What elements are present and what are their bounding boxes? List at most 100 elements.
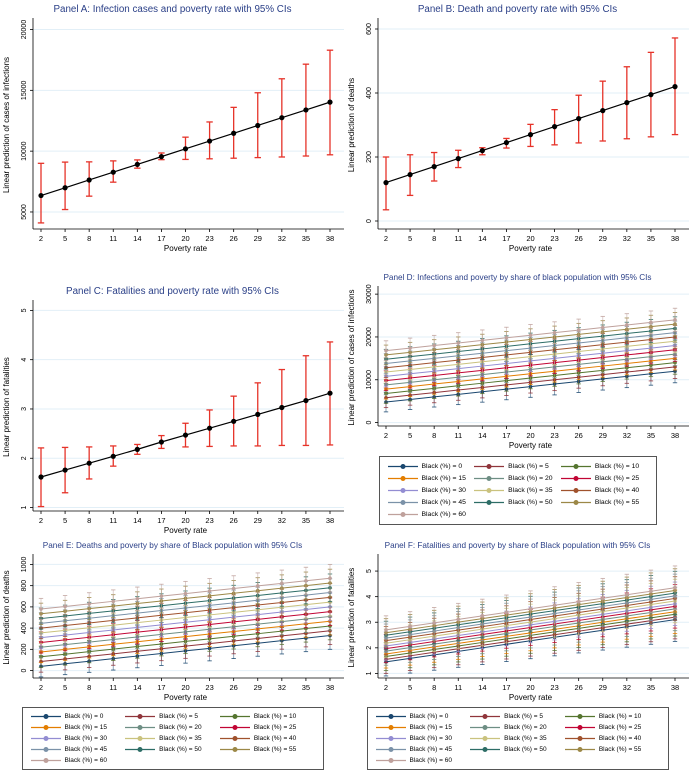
y-tick-label: 30000 [366, 284, 373, 304]
data-point [480, 614, 485, 618]
data-point [383, 180, 389, 186]
series-line-icon [470, 714, 501, 719]
chart-svg: 0 200 400 600 800 1000 2 5 8 11 14 17 20 23 26 29 32 35 38… [2, 554, 344, 702]
x-tick-label: 2 [384, 431, 388, 440]
x-tick-label: 11 [454, 431, 462, 440]
panel-d-title: Panel D: Infections and poverty by share… [383, 273, 652, 282]
series-line-icon [470, 747, 501, 752]
legend-label: Black (%) = 40 [253, 735, 297, 742]
series-line-icon [564, 736, 595, 741]
legend-item: Black (%) = 20 [125, 723, 220, 732]
x-tick-label: 20 [526, 431, 534, 440]
series-line-icon [30, 725, 61, 730]
data-point [86, 177, 92, 183]
legend-item: Black (%) = 35 [125, 734, 220, 743]
legend-item: Black (%) = 0 [30, 712, 126, 721]
x-tick-label: 23 [205, 234, 213, 243]
series-line-icon [125, 714, 156, 719]
panel-a: Panel A: Infection cases and poverty rat… [0, 0, 345, 256]
panel-c-chart: 1 2 3 4 5 2 5 8 11 14 17 20 23 26 29 32 35 38 Poverty rate… [0, 298, 345, 537]
legend-item: Black (%) = 45 [30, 745, 126, 754]
panel-d: Panel D: Infections and poverty by share… [345, 256, 690, 538]
x-tick-label: 2 [39, 516, 43, 525]
x-tick-label: 23 [550, 683, 558, 692]
legend-item: Black (%) = 55 [560, 498, 648, 507]
data-point [280, 581, 284, 586]
legend-label: Black (%) = 45 [64, 746, 107, 753]
data-point [255, 122, 261, 129]
x-axis-label: Poverty rate [164, 526, 208, 535]
y-tick-label: 0 [21, 669, 28, 673]
legend-label: Black (%) = 0 [64, 713, 104, 720]
data-point [576, 599, 581, 604]
data-point [327, 99, 333, 105]
data-point [304, 578, 308, 583]
x-tick-label: 26 [574, 431, 582, 440]
x-tick-label: 38 [671, 431, 679, 440]
x-tick-label: 35 [647, 431, 655, 440]
legend-item: Black (%) = 0 [387, 462, 475, 471]
legend-label: Black (%) = 60 [64, 757, 107, 764]
x-tick-label: 20 [526, 683, 534, 692]
legend-label: Black (%) = 20 [159, 724, 202, 731]
chart-svg: 0 200 400 600 2 5 8 11 14 17 20 23 26 29 32 35 38 Poverty… [347, 18, 689, 253]
x-tick-label: 26 [574, 683, 582, 692]
y-tick-label: 4 [21, 358, 28, 362]
data-point [86, 460, 92, 466]
legend-label: Black (%) = 25 [253, 724, 297, 731]
panel-f: Panel F: Fatalities and poverty by share… [345, 538, 690, 776]
y-tick-label: 2 [366, 646, 373, 650]
x-tick-label: 29 [599, 683, 607, 692]
legend-item: Black (%) = 0 [375, 712, 471, 721]
legend-item: Black (%) = 25 [219, 723, 315, 732]
data-point [479, 148, 485, 154]
legend-item: Black (%) = 20 [474, 474, 561, 483]
x-tick-label: 32 [278, 516, 286, 525]
legend-label: Black (%) = 30 [409, 735, 452, 742]
legend-item: Black (%) = 30 [387, 486, 475, 495]
legend-item: Black (%) = 10 [219, 712, 315, 721]
legend-item: Black (%) = 40 [564, 734, 660, 743]
data-point [303, 107, 309, 113]
y-axis-label: Linear prediction of cases of infections [347, 289, 356, 425]
data-point [456, 341, 461, 345]
data-point [504, 610, 509, 615]
y-tick-label: 20000 [366, 327, 373, 347]
data-point [432, 343, 436, 348]
x-tick-label: 8 [432, 431, 436, 440]
x-tick-label: 14 [478, 683, 486, 692]
x-tick-label: 23 [550, 431, 558, 440]
legend-item: Black (%) = 5 [474, 462, 561, 471]
data-point [183, 591, 188, 596]
legend-item: Black (%) = 25 [564, 723, 660, 732]
x-tick-label: 20 [526, 234, 534, 243]
x-axis-label: Poverty rate [164, 693, 208, 702]
y-tick-label: 5 [366, 569, 373, 573]
y-tick-label: 10000 [21, 141, 28, 161]
legend-item: Black (%) = 5 [125, 712, 220, 721]
series-line-icon [474, 476, 505, 481]
x-tick-label: 29 [599, 431, 607, 440]
x-tick-label: 17 [502, 431, 510, 440]
series-line-icon [375, 725, 406, 730]
x-tick-label: 11 [109, 516, 117, 525]
data-point [206, 425, 213, 431]
series-line-icon [125, 736, 156, 741]
legend-item: Black (%) = 45 [375, 745, 471, 754]
legend-item: Black (%) = 45 [387, 498, 475, 507]
x-tick-label: 32 [623, 431, 631, 440]
y-tick-label: 800 [21, 580, 28, 592]
data-point [504, 336, 509, 340]
data-point [255, 411, 261, 417]
data-point [159, 594, 164, 598]
x-tick-label: 38 [326, 683, 334, 692]
data-point [134, 446, 140, 452]
legend-item: Black (%) = 50 [470, 745, 565, 754]
panel-f-title: Panel F: Fatalities and poverty by share… [384, 541, 651, 550]
y-axis-label: Linear prediction of fatalities [2, 357, 11, 457]
y-tick-label: 400 [21, 622, 28, 634]
data-point [38, 192, 44, 199]
x-tick-label: 32 [623, 683, 631, 692]
x-tick-label: 35 [302, 234, 310, 243]
